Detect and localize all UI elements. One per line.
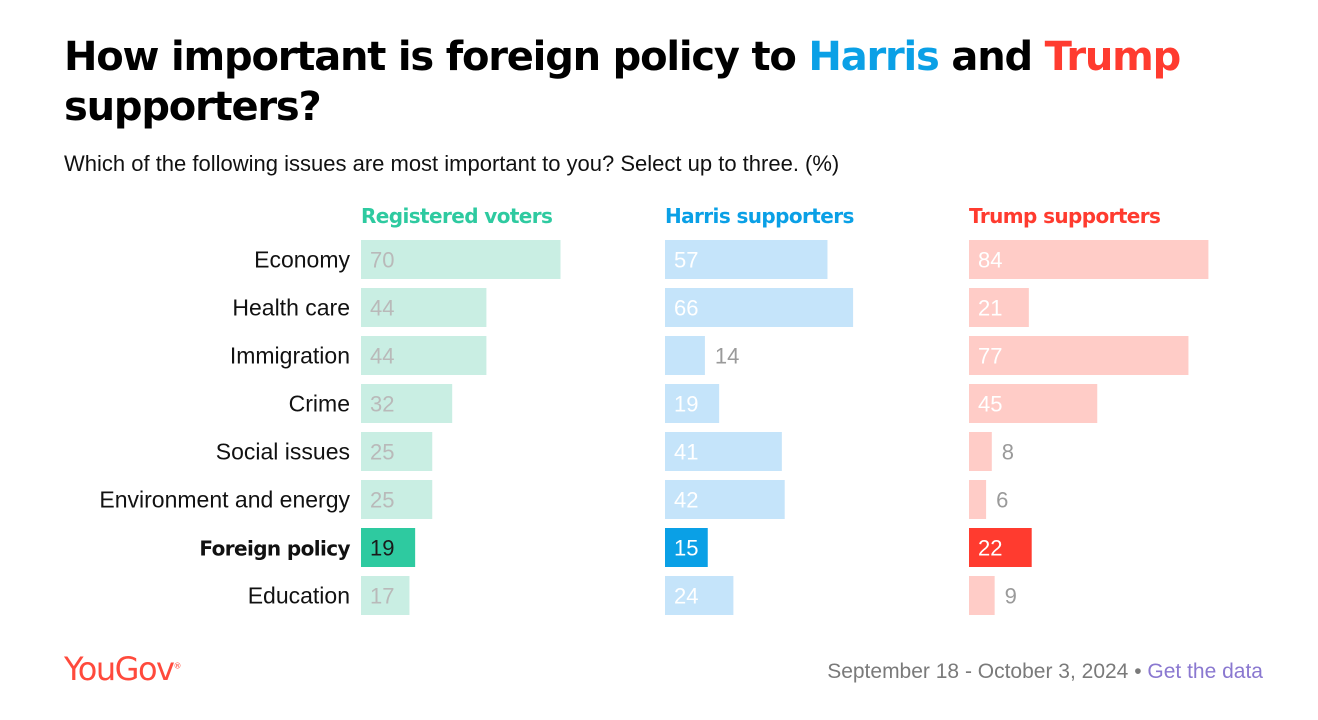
bar-registered-voters-environment-and-energy — [361, 480, 433, 519]
series-header-trump-supporters: Trump supporters — [969, 204, 1160, 228]
value-label-trump-supporters-social-issues: 8 — [1002, 440, 1014, 465]
title-part-3: supporters? — [64, 84, 322, 130]
value-label-registered-voters-social-issues: 25 — [370, 440, 394, 465]
value-label-trump-supporters-crime: 45 — [978, 392, 1002, 417]
category-label-foreign-policy: Foreign policy — [199, 537, 350, 561]
bar-registered-voters-immigration — [361, 336, 487, 375]
value-label-registered-voters-health-care: 44 — [370, 296, 394, 321]
footer-meta: September 18 - October 3, 2024 • Get the… — [827, 660, 1263, 684]
category-label-education: Education — [248, 583, 350, 609]
value-label-trump-supporters-education: 9 — [1005, 584, 1017, 609]
value-label-trump-supporters-environment-and-energy: 6 — [996, 488, 1008, 513]
category-label-social-issues: Social issues — [216, 439, 350, 465]
value-label-harris-supporters-social-issues: 41 — [674, 440, 698, 465]
bar-trump-supporters-environment-and-energy — [969, 480, 987, 519]
series-header-harris-supporters: Harris supporters — [665, 204, 854, 228]
value-label-harris-supporters-education: 24 — [674, 584, 698, 609]
bar-trump-supporters-economy — [969, 240, 1209, 279]
value-label-harris-supporters-economy: 57 — [674, 248, 698, 273]
value-label-trump-supporters-foreign-policy: 22 — [978, 536, 1002, 561]
bar-registered-voters-crime — [361, 384, 453, 423]
value-label-registered-voters-environment-and-energy: 25 — [370, 488, 394, 513]
title-harris: Harris — [808, 34, 939, 80]
bar-registered-voters-education — [361, 576, 410, 615]
value-label-harris-supporters-environment-and-energy: 42 — [674, 488, 698, 513]
series-header-registered-voters: Registered voters — [361, 204, 552, 228]
value-label-harris-supporters-health-care: 66 — [674, 296, 698, 321]
value-label-registered-voters-foreign-policy: 19 — [370, 536, 394, 561]
bar-harris-supporters-economy — [665, 240, 828, 279]
bar-registered-voters-social-issues — [361, 432, 433, 471]
bar-harris-supporters-crime — [665, 384, 720, 423]
bar-trump-supporters-immigration — [969, 336, 1189, 375]
value-label-trump-supporters-economy: 84 — [978, 248, 1002, 273]
title-trump: Trump — [1044, 34, 1182, 80]
bar-trump-supporters-health-care — [969, 288, 1029, 327]
title-part-2: and — [938, 34, 1045, 80]
value-label-registered-voters-immigration: 44 — [370, 344, 394, 369]
bar-registered-voters-economy — [361, 240, 561, 279]
title-part-1: How important is foreign policy to — [64, 34, 809, 80]
logo-text: YouGov — [64, 650, 175, 688]
yougov-logo: YouGov® — [64, 650, 181, 688]
bar-harris-supporters-foreign-policy — [665, 528, 708, 567]
footer-separator: • — [1128, 660, 1148, 683]
bar-trump-supporters-crime — [969, 384, 1098, 423]
logo-registered-mark: ® — [173, 661, 182, 671]
category-label-economy: Economy — [254, 247, 350, 273]
category-label-immigration: Immigration — [230, 343, 350, 369]
chart-subtitle: Which of the following issues are most i… — [64, 151, 840, 176]
bar-registered-voters-foreign-policy — [361, 528, 416, 567]
value-label-harris-supporters-crime: 19 — [674, 392, 698, 417]
value-label-registered-voters-crime: 32 — [370, 392, 394, 417]
bar-harris-supporters-environment-and-energy — [665, 480, 785, 519]
bar-harris-supporters-health-care — [665, 288, 854, 327]
bar-harris-supporters-social-issues — [665, 432, 782, 471]
value-label-registered-voters-education: 17 — [370, 584, 394, 609]
value-label-harris-supporters-immigration: 14 — [715, 344, 739, 369]
chart-title: How important is foreign policy to Harri… — [64, 32, 1264, 132]
bar-trump-supporters-foreign-policy — [969, 528, 1032, 567]
category-label-health-care: Health care — [232, 295, 350, 321]
category-label-crime: Crime — [289, 391, 350, 417]
value-label-trump-supporters-health-care: 21 — [978, 296, 1002, 321]
bar-trump-supporters-education — [969, 576, 995, 615]
bar-registered-voters-health-care — [361, 288, 487, 327]
value-label-harris-supporters-foreign-policy: 15 — [674, 536, 698, 561]
value-label-trump-supporters-immigration: 77 — [978, 344, 1002, 369]
date-range: September 18 - October 3, 2024 — [827, 660, 1129, 683]
bar-harris-supporters-immigration — [665, 336, 705, 375]
category-label-environment-and-energy: Environment and energy — [99, 487, 350, 513]
bar-chart: Registered voters Harris supporters Trump … — [99, 204, 1209, 615]
bar-harris-supporters-education — [665, 576, 734, 615]
value-label-registered-voters-economy: 70 — [370, 248, 394, 273]
get-the-data-link[interactable]: Get the data — [1147, 660, 1263, 683]
bar-trump-supporters-social-issues — [969, 432, 992, 471]
